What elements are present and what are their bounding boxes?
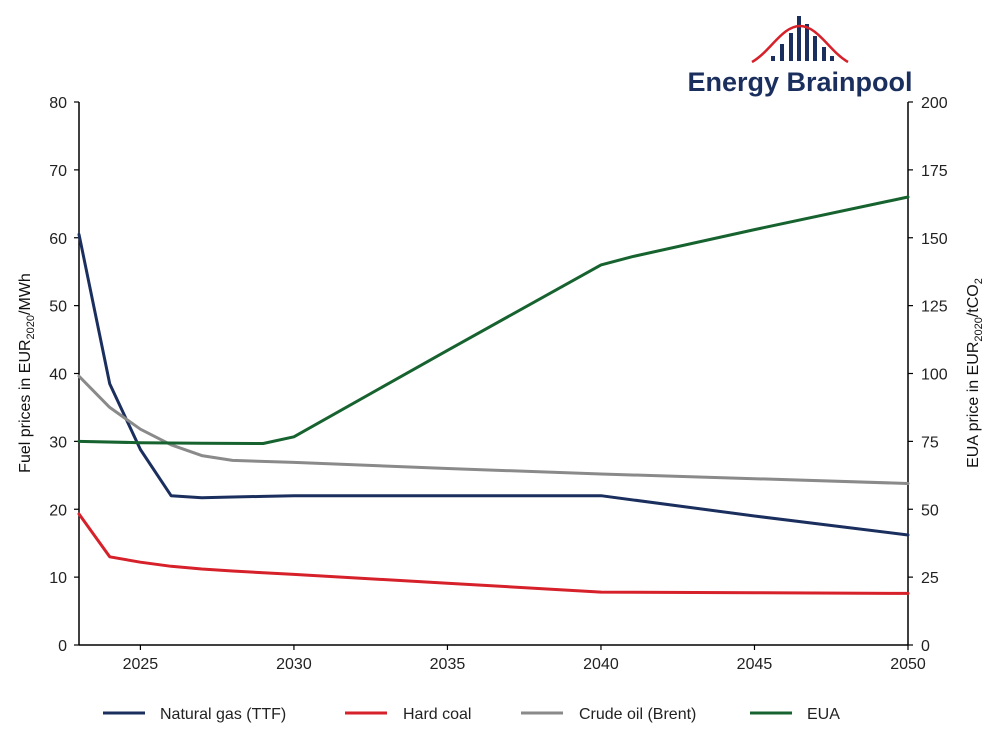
axes: [78, 102, 909, 646]
legend-label-hard-coal: Hard coal: [403, 706, 471, 723]
logo-bar: [805, 24, 809, 61]
logo-text: Energy Brainpool: [687, 67, 912, 97]
logo-bar: [789, 33, 793, 61]
left-tick-label: 50: [49, 299, 67, 316]
logo-bar: [771, 56, 775, 61]
left-tick-label: 10: [49, 570, 67, 587]
right-tick-label: 0: [921, 638, 930, 655]
legend-label-eua: EUA: [807, 706, 840, 723]
right-tick-label: 75: [921, 434, 939, 451]
legend-label-crude-oil-brent: Crude oil (Brent): [579, 706, 696, 723]
series-line-crude-oil-brent: [77, 374, 910, 485]
right-tick-label: 100: [921, 367, 948, 384]
left-tick-label: 70: [49, 163, 67, 180]
logo-bar: [813, 36, 817, 61]
right-tick-label: 50: [921, 502, 939, 519]
right-tick-label: 125: [921, 299, 948, 316]
right-tick-label: 150: [921, 231, 948, 248]
right-axis-ticks: 0 25 50 75 100 125 150 175 200: [908, 95, 948, 655]
logo-bar: [797, 16, 801, 61]
x-tick-label: 2025: [123, 656, 159, 673]
series-line-eua: [77, 195, 910, 445]
right-tick-label: 25: [921, 570, 939, 587]
series-line-natural-gas-ttf: [77, 232, 910, 537]
right-tick-label: 175: [921, 163, 948, 180]
left-tick-label: 0: [58, 638, 67, 655]
right-axis-title: EUA price in EUR2020/tCO2: [965, 278, 985, 468]
logo-bar: [830, 56, 834, 61]
left-tick-label: 80: [49, 95, 67, 112]
x-tick-label: 2040: [583, 656, 619, 673]
left-axis-title: Fuel prices in EUR2020/MWh: [17, 273, 37, 473]
x-tick-label: 2050: [890, 656, 926, 673]
legend-label-natural-gas-ttf: Natural gas (TTF): [160, 706, 286, 723]
left-tick-label: 20: [49, 502, 67, 519]
logo-arc: [751, 24, 849, 64]
logo-bars: [771, 16, 834, 61]
x-tick-label: 2045: [737, 656, 773, 673]
right-tick-label: 200: [921, 95, 948, 112]
energy-brainpool-logo: Energy Brainpool: [687, 16, 913, 97]
left-tick-label: 30: [49, 434, 67, 451]
left-tick-label: 40: [49, 367, 67, 384]
series-line-hard-coal: [77, 512, 910, 595]
left-tick-label: 60: [49, 231, 67, 248]
left-axis-ticks: 0 10 20 30 40 50 60 70 80: [49, 95, 79, 655]
x-tick-label: 2035: [430, 656, 466, 673]
logo-bar: [822, 47, 826, 61]
logo-bar: [780, 44, 784, 61]
legend: Natural gas (TTF) Hard coal Crude oil (Bre…: [103, 706, 840, 723]
x-tick-label: 2030: [276, 656, 312, 673]
series-lines: [77, 195, 910, 595]
x-axis-ticks: 2025 2030 2035 2040 2045 2050: [123, 645, 926, 673]
